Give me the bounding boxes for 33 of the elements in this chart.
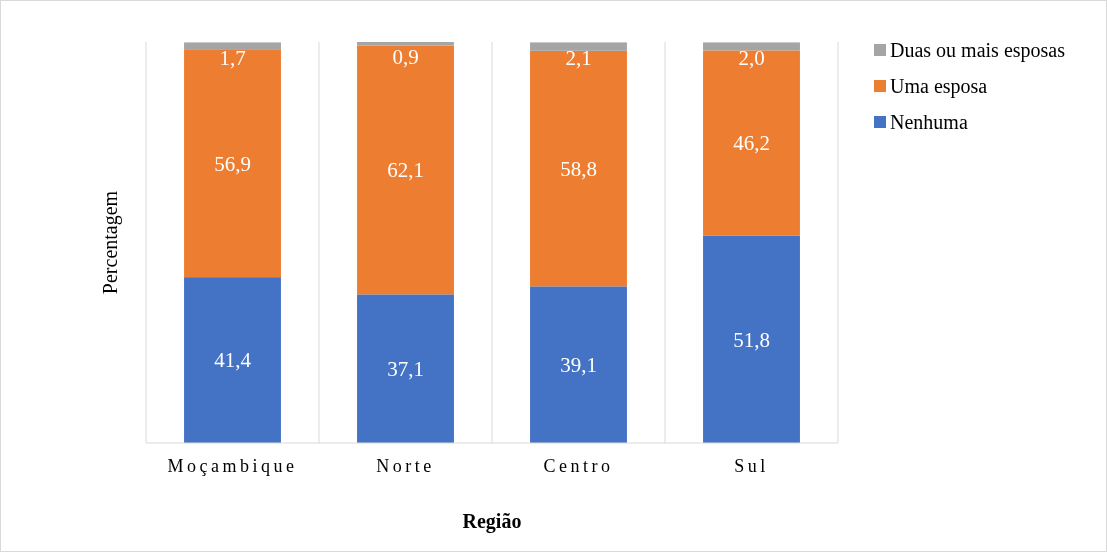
bar [357,45,454,295]
bar [357,294,454,443]
bar [703,235,800,443]
x-axis-title: Região [462,510,522,533]
data-label: 51,8 [733,327,770,352]
data-label: 1,7 [219,45,246,70]
data-label: 2,1 [565,45,592,70]
legend-label: Nenhuma [890,111,968,133]
data-label: 46,2 [733,131,770,156]
x-tick-label: Moçambique [167,456,298,476]
data-label: 56,9 [214,151,251,176]
bar [530,50,627,287]
data-label: 39,1 [560,353,597,378]
bar [703,42,800,51]
bar [703,50,800,236]
bar [530,42,627,51]
bar [184,42,281,50]
data-label: 2,0 [738,45,765,70]
data-label: 62,1 [387,158,424,183]
bar [357,42,454,46]
x-tick-label: Norte [376,456,435,476]
data-label: 37,1 [387,357,424,382]
data-label: 0,9 [392,45,419,70]
legend-label: Uma esposa [890,75,988,98]
bar [530,286,627,443]
x-tick-label: Centro [543,456,614,476]
x-tick-label: Sul [734,456,769,476]
bar [184,277,281,443]
data-label: 41,4 [214,348,252,373]
data-label: 58,8 [560,156,597,181]
legend-label: Duas ou mais esposas [890,39,1066,62]
y-axis-title: Percentagem [99,190,122,295]
bar [184,49,281,278]
